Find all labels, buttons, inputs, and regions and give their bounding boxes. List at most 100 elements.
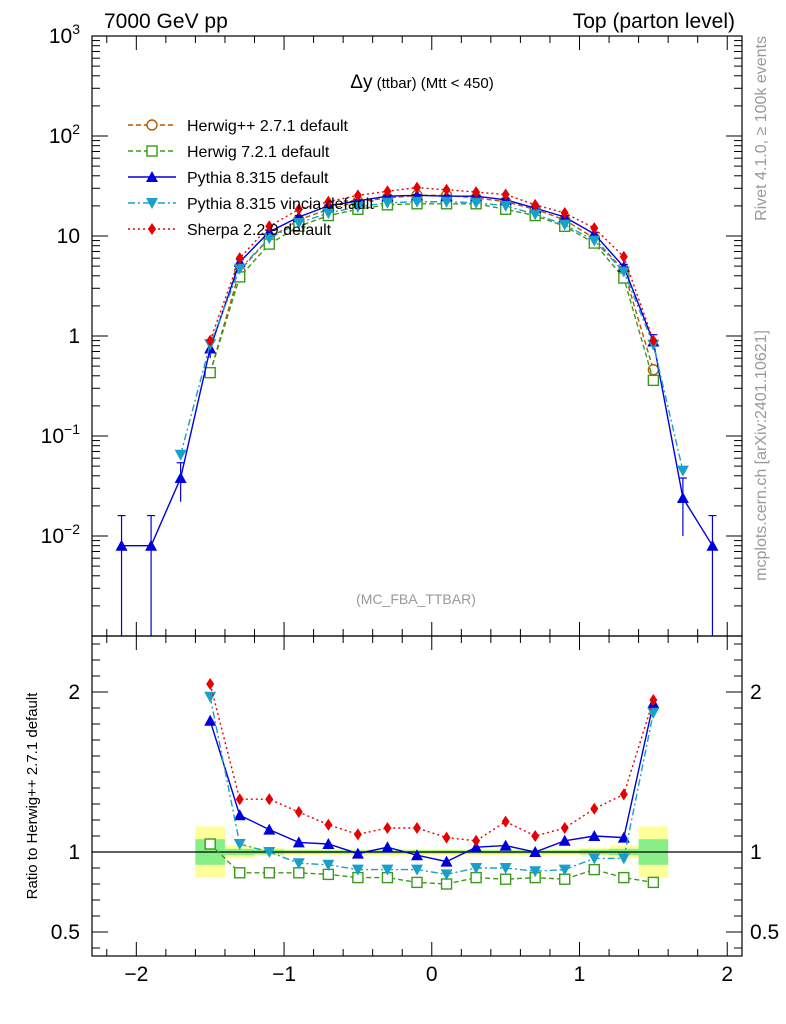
data-point-sherpa: [353, 189, 362, 202]
series-line-sherpa: [209, 186, 655, 341]
ratio-point-pythia: [440, 855, 453, 867]
y-tick-label: 103: [49, 21, 80, 48]
ratio-point-sherpa: [590, 802, 599, 815]
y-tick-label: 10: [57, 225, 80, 248]
ratio-point-sherpa: [501, 815, 510, 828]
ratio-point-herwig7: [647, 876, 660, 889]
data-point-pythia: [115, 539, 128, 551]
legend-marker-herwigpp: [146, 119, 158, 131]
ratio-point-vincia: [558, 864, 571, 876]
ratio-point-pythia: [529, 846, 542, 857]
ratio-point-vincia: [351, 864, 364, 876]
ratio-y-tick-label-left: 2: [68, 681, 80, 704]
data-point-pythia: [145, 539, 158, 551]
side-text-bottom: mcplots.cern.ch [arXiv:2401.10621]: [753, 330, 770, 581]
ratio-point-pythia: [233, 809, 246, 821]
ratio-point-pythia: [351, 847, 364, 859]
ratio-point-sherpa: [413, 822, 421, 834]
data-point-sherpa: [442, 183, 451, 196]
ratio-point-sherpa: [265, 793, 274, 806]
ratio-point-vincia: [233, 839, 246, 850]
ratio-point-vincia: [499, 863, 512, 874]
ratio-point-herwig7: [322, 868, 335, 881]
y-tick-label: 1: [68, 325, 80, 348]
legend-label-pythia: Pythia 8.315 default: [187, 170, 329, 187]
data-point-vincia: [676, 465, 689, 477]
data-point-sherpa: [619, 250, 628, 263]
data-point-vincia: [233, 263, 246, 275]
ratio-point-pythia: [499, 839, 512, 851]
data-point-sherpa: [590, 222, 599, 235]
x-tick-label: −1: [272, 963, 296, 986]
data-point-sherpa: [324, 195, 333, 208]
ratio-point-herwig7: [470, 871, 482, 884]
ratio-point-vincia: [470, 863, 483, 874]
data-point-pythia: [676, 491, 689, 503]
legend-label-herwigpp: Herwig++ 2.7.1 default: [187, 118, 349, 135]
legend-label-herwig7: Herwig 7.2.1 default: [187, 144, 330, 161]
y-tick-label-exp: 2: [72, 121, 80, 137]
ratio-point-vincia: [588, 853, 601, 865]
ratio-point-sherpa: [560, 822, 569, 834]
series-line-vincia: [179, 201, 684, 471]
legend-marker-herwig7: [146, 145, 158, 157]
ratio-point-sherpa: [442, 831, 451, 844]
y-tick-label: 10−1: [41, 421, 81, 448]
ratio-point-vincia: [292, 858, 305, 870]
data-point-vincia: [292, 217, 305, 229]
data-point-herwig7: [204, 366, 216, 379]
main-data-group: [115, 181, 719, 636]
legend-label-vincia: Pythia 8.315 vincia default: [187, 196, 374, 213]
ratio-point-herwig7: [499, 873, 512, 885]
ratio-point-sherpa: [472, 834, 481, 847]
ratio-y-label: Ratio to Herwig++ 2.7.1 default: [24, 692, 41, 900]
y-tick-label-base: 10: [41, 425, 64, 448]
ratio-point-pythia: [322, 838, 335, 849]
data-point-sherpa: [472, 186, 481, 199]
header-right: Top (parton level): [573, 10, 735, 33]
y-tick-label-base: 10: [49, 125, 72, 148]
ratio-point-vincia: [204, 691, 217, 703]
legend-marker-pythia: [146, 171, 158, 182]
data-point-sherpa: [235, 252, 244, 265]
ratio-point-pythia: [263, 823, 276, 835]
ratio-point-vincia: [617, 853, 630, 865]
plot-title: Δy (ttbar) (Mtt < 450): [350, 72, 494, 93]
plot-title-main: Δy: [350, 72, 373, 93]
y-tick-label: 10−2: [41, 521, 81, 548]
data-point-sherpa: [206, 334, 215, 347]
ratio-point-sherpa: [531, 830, 540, 842]
ratio-y-tick-label-left: 0.5: [51, 921, 80, 944]
ratio-point-sherpa: [619, 788, 628, 801]
ratio-point-herwig7: [234, 867, 246, 879]
data-point-vincia: [558, 219, 571, 231]
data-point-sherpa: [501, 188, 510, 201]
ratio-y-tick-label-right: 2: [750, 681, 762, 704]
watermark: (MC_FBA_TTBAR): [356, 591, 476, 607]
data-point-vincia: [411, 196, 423, 208]
data-point-vincia: [499, 200, 512, 212]
data-point-vincia: [174, 449, 187, 461]
ratio-point-sherpa: [235, 793, 244, 806]
ratio-point-herwig7: [618, 871, 630, 884]
legend-label-sherpa: Sherpa 2.2.9 default: [187, 222, 332, 239]
y-tick-label-exp: −1: [64, 421, 80, 437]
data-point-vincia: [351, 201, 364, 213]
data-point-sherpa: [531, 198, 540, 211]
data-point-vincia: [588, 235, 601, 247]
legend: Herwig++ 2.7.1 default Herwig 7.2.1 defau…: [128, 118, 374, 239]
data-point-pythia: [174, 472, 187, 484]
ratio-y-tick-label-right: 0.5: [750, 921, 779, 944]
data-point-herwig7: [647, 374, 660, 387]
ratio-point-pythia: [617, 831, 630, 843]
ratio-point-pythia: [588, 830, 601, 841]
ratio-point-vincia: [411, 864, 423, 876]
ratio-point-herwig7: [293, 867, 305, 879]
data-point-vincia: [322, 207, 335, 219]
data-point-sherpa: [560, 206, 569, 219]
ratio-point-herwig7: [559, 873, 571, 885]
x-tick-label: 2: [721, 963, 733, 986]
ratio-point-pythia: [292, 836, 305, 848]
ratio-line-pythia: [209, 703, 655, 863]
